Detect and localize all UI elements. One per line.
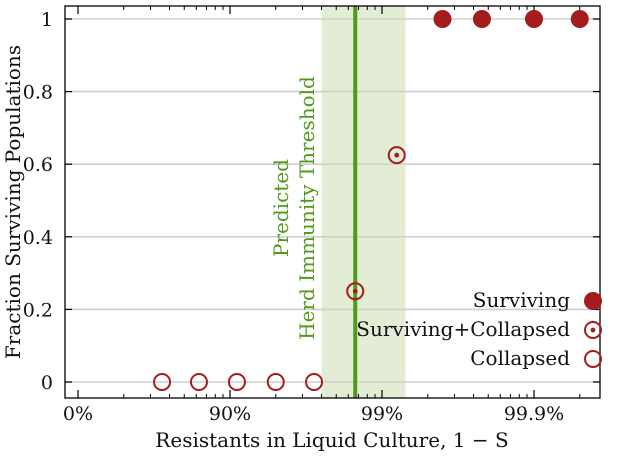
y-tick-labels: 0 0.2 0.4 0.6 0.8 1 — [23, 9, 53, 394]
legend-marker-surviving — [584, 292, 602, 310]
y-tick-label: 0.2 — [23, 299, 53, 321]
collapsed-point — [153, 373, 172, 391]
collapsed-point — [305, 373, 324, 391]
marker-ring — [584, 321, 602, 339]
tick-marks — [65, 6, 600, 398]
threshold-annotation: Predicted Herd Immunity Threshold — [269, 76, 319, 340]
plot-frame — [64, 5, 601, 399]
x-axis-label: Resistants in Liquid Culture, 1 − S — [155, 428, 508, 452]
surviving-point — [433, 10, 452, 28]
legend-label-surviving: Surviving — [473, 288, 570, 312]
legend-label-collapsed: Collapsed — [470, 346, 570, 370]
marker-dot — [590, 327, 596, 333]
collapsed-point — [227, 373, 246, 391]
collapsed-point — [189, 373, 208, 391]
collapsed-point — [266, 373, 285, 391]
surviving-collapsed-point — [387, 146, 406, 165]
marker-dot — [352, 288, 358, 294]
threshold-label-line2: Herd Immunity Threshold — [295, 76, 319, 340]
legend: Surviving Surviving+Collapsed Collapsed — [356, 288, 602, 370]
legend-marker-collapsed — [584, 350, 602, 368]
marker-ring — [387, 146, 406, 165]
legend-marker-surviving-collapsed — [584, 321, 602, 339]
surviving-collapsed-point — [346, 282, 365, 301]
x-tick-labels: 0% 90% 99% 99.9% — [63, 403, 564, 425]
surviving-point — [570, 10, 589, 28]
y-tick-label: 0.6 — [23, 154, 53, 176]
y-tick-label: 0.4 — [23, 227, 53, 249]
marker-ring — [346, 282, 365, 301]
x-tick-label: 99% — [361, 403, 403, 425]
y-axis-label: Fraction Surviving Populations — [1, 45, 25, 359]
marker-dot — [394, 152, 400, 158]
x-tick-label: 90% — [209, 403, 251, 425]
threshold-label-line1: Predicted — [269, 159, 293, 257]
x-tick-label: 99.9% — [504, 403, 564, 425]
data-points — [153, 10, 589, 391]
x-tick-label: 0% — [63, 403, 93, 425]
legend-label-surviving-collapsed: Surviving+Collapsed — [356, 317, 570, 341]
threshold-band — [321, 6, 406, 398]
y-tick-label: 0 — [41, 372, 53, 394]
y-tick-label: 1 — [41, 9, 53, 31]
surviving-point — [472, 10, 491, 28]
surviving-point — [525, 10, 543, 28]
y-tick-label: 0.8 — [23, 82, 53, 104]
